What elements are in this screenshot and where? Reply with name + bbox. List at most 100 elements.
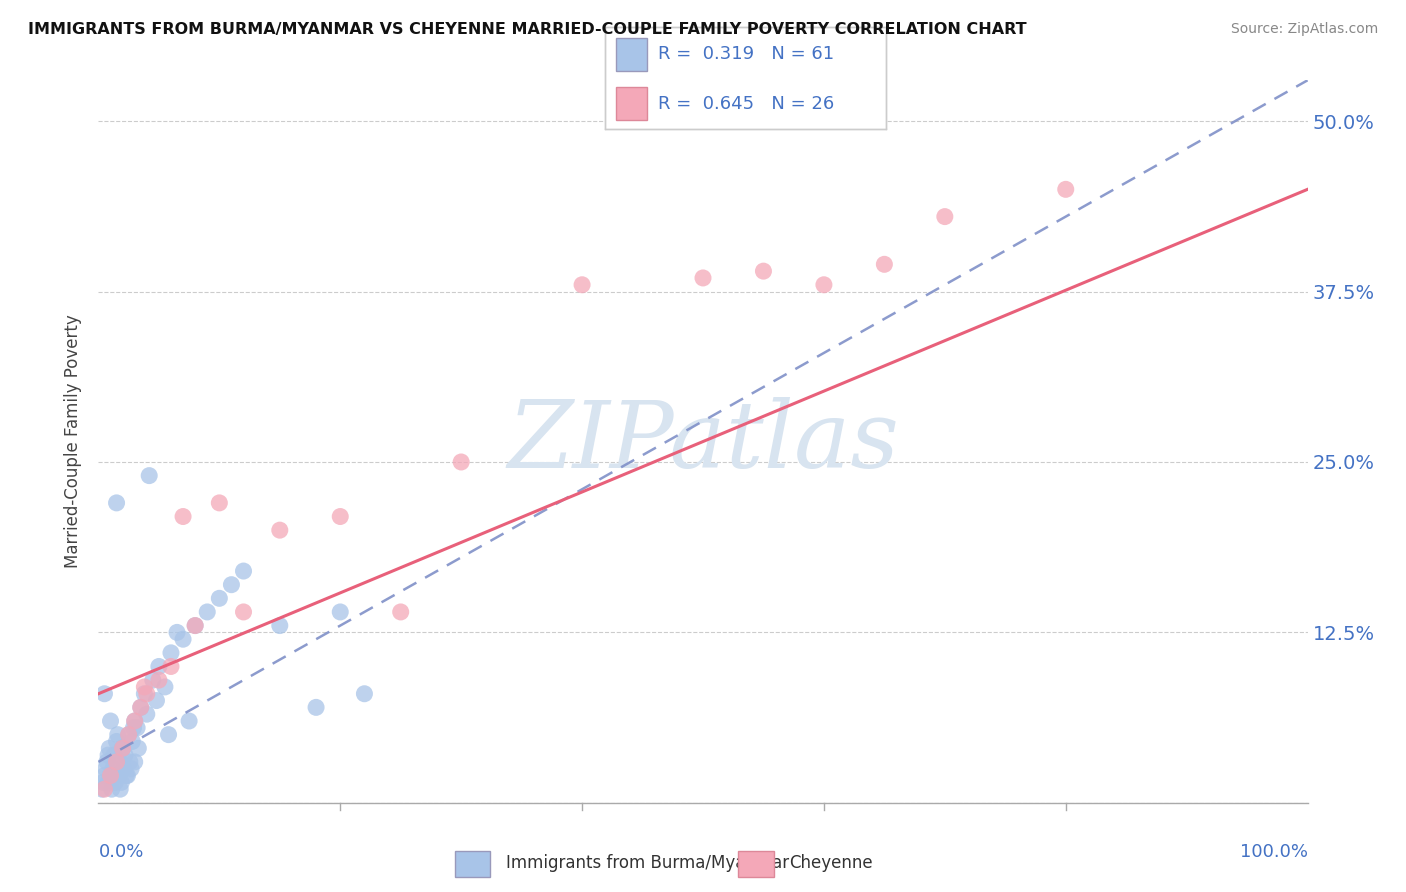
Point [184, 618, 207, 632]
Point [571, 277, 593, 292]
Point [91, 782, 114, 797]
Point [232, 605, 254, 619]
Point [124, 714, 146, 728]
Text: 100.0%: 100.0% [1240, 843, 1308, 861]
Point [129, 700, 152, 714]
Point [134, 680, 156, 694]
Point [135, 687, 157, 701]
Point [118, 728, 141, 742]
Point [138, 468, 160, 483]
Point [208, 496, 231, 510]
Point [1054, 182, 1077, 196]
Point [100, 768, 122, 782]
Point [121, 734, 143, 748]
Point [184, 618, 207, 632]
Point [160, 646, 183, 660]
Point [172, 632, 194, 647]
Point [305, 700, 328, 714]
Text: R =  0.319   N = 61: R = 0.319 N = 61 [658, 45, 834, 63]
Text: ZIPatlas: ZIPatlas [508, 397, 898, 486]
Text: 0.0%: 0.0% [98, 843, 143, 861]
Point [232, 564, 254, 578]
Point [172, 509, 194, 524]
Point [329, 509, 352, 524]
Point [269, 523, 291, 537]
Point [101, 768, 124, 782]
Point [97, 748, 120, 763]
Point [115, 768, 138, 782]
Point [97, 775, 120, 789]
Point [100, 782, 122, 797]
Text: Source: ZipAtlas.com: Source: ZipAtlas.com [1230, 22, 1378, 37]
FancyBboxPatch shape [616, 38, 647, 70]
Point [114, 748, 136, 763]
Point [329, 605, 352, 619]
Text: IMMIGRANTS FROM BURMA/MYANMAR VS CHEYENNE MARRIED-COUPLE FAMILY POVERTY CORRELAT: IMMIGRANTS FROM BURMA/MYANMAR VS CHEYENN… [28, 22, 1026, 37]
Point [160, 659, 183, 673]
Point [94, 762, 117, 776]
FancyBboxPatch shape [616, 87, 647, 120]
Point [934, 210, 956, 224]
Point [142, 673, 165, 687]
Point [108, 768, 131, 782]
Point [134, 687, 156, 701]
Point [692, 271, 714, 285]
Point [120, 762, 142, 776]
Point [157, 728, 180, 742]
Point [129, 700, 152, 714]
FancyBboxPatch shape [738, 851, 773, 877]
Point [100, 768, 122, 782]
Point [98, 741, 121, 756]
Point [107, 755, 129, 769]
Text: Cheyenne: Cheyenne [789, 854, 873, 872]
Point [103, 748, 125, 763]
Y-axis label: Married-Couple Family Poverty: Married-Couple Family Poverty [65, 315, 83, 568]
Point [208, 591, 231, 606]
Point [117, 768, 139, 782]
Point [107, 728, 129, 742]
Point [166, 625, 188, 640]
Point [813, 277, 835, 292]
Point [145, 693, 167, 707]
Point [195, 605, 218, 619]
Point [118, 755, 141, 769]
Point [91, 775, 114, 789]
Point [124, 714, 146, 728]
Point [111, 741, 134, 756]
Point [148, 673, 170, 687]
FancyBboxPatch shape [456, 851, 491, 877]
Point [112, 762, 135, 776]
Point [101, 762, 124, 776]
Point [108, 755, 131, 769]
Point [118, 728, 141, 742]
Point [135, 707, 157, 722]
Text: R =  0.645   N = 26: R = 0.645 N = 26 [658, 95, 834, 112]
Point [105, 755, 128, 769]
Point [110, 775, 132, 789]
Point [179, 714, 201, 728]
Point [108, 782, 131, 797]
Point [105, 496, 128, 510]
Point [389, 605, 412, 619]
Point [353, 687, 375, 701]
Text: Immigrants from Burma/Myanmar: Immigrants from Burma/Myanmar [506, 854, 789, 872]
Point [127, 741, 149, 756]
Point [93, 687, 115, 701]
Point [105, 734, 128, 748]
Point [93, 768, 115, 782]
Point [873, 257, 896, 271]
Point [111, 741, 134, 756]
Point [752, 264, 775, 278]
Point [100, 714, 122, 728]
Point [450, 455, 472, 469]
Point [153, 680, 176, 694]
Point [122, 721, 145, 735]
Point [96, 755, 118, 769]
Point [148, 659, 170, 673]
Point [104, 775, 127, 789]
Point [269, 618, 291, 632]
Point [111, 741, 134, 756]
Point [93, 782, 115, 797]
Point [221, 577, 243, 591]
Point [127, 721, 149, 735]
